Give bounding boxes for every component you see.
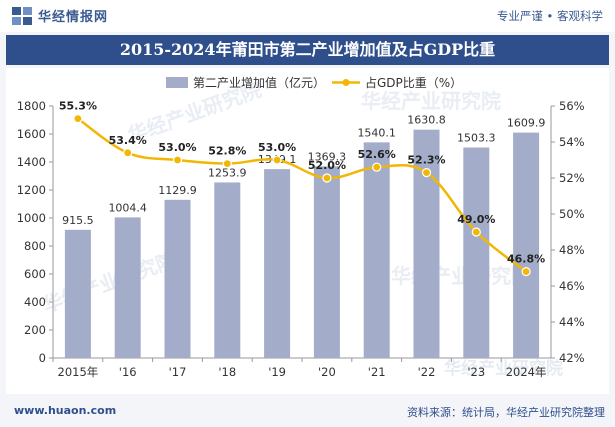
share-value-label: 52.3% bbox=[407, 154, 445, 167]
legend-bar-swatch bbox=[166, 77, 188, 88]
x-tick-label: '21 bbox=[368, 365, 386, 379]
bar bbox=[463, 147, 490, 358]
bar-value-label: 1004.4 bbox=[108, 201, 147, 214]
x-tick-label: 2015年 bbox=[58, 365, 99, 379]
share-value-label: 52.8% bbox=[208, 145, 246, 158]
x-tick-label: '18 bbox=[218, 365, 236, 379]
bar bbox=[313, 166, 340, 358]
y-right-tick-label: 46% bbox=[559, 279, 585, 293]
huajing-logo-icon bbox=[12, 7, 32, 25]
legend-label: 第二产业增加值（亿元） bbox=[193, 75, 325, 90]
y-left-tick-label: 400 bbox=[24, 295, 46, 309]
share-point bbox=[421, 167, 432, 178]
share-point bbox=[521, 267, 531, 277]
bar bbox=[114, 217, 141, 358]
y-left-tick-label: 1200 bbox=[17, 183, 46, 197]
top-bar: 华经情报网 专业严谨 • 客观科学 bbox=[0, 0, 615, 32]
share-value-label: 52.0% bbox=[308, 159, 346, 172]
bar-value-label: 1630.8 bbox=[407, 114, 446, 127]
share-value-label: 53.4% bbox=[109, 134, 147, 147]
footer-source: 资料来源：统计局，华经产业研究院整理 bbox=[407, 406, 605, 419]
bar bbox=[513, 132, 540, 358]
share-point bbox=[172, 155, 183, 165]
bar bbox=[164, 199, 191, 358]
y-left-tick-label: 200 bbox=[24, 323, 46, 337]
bar-value-label: 1369.3 bbox=[308, 150, 347, 163]
share-value-label: 55.3% bbox=[59, 100, 97, 113]
y-left-tick-label: 1400 bbox=[17, 155, 46, 169]
x-tick-label: '17 bbox=[169, 365, 187, 379]
bar-value-label: 1540.1 bbox=[357, 126, 396, 139]
bar bbox=[363, 142, 390, 358]
watermark-text: 华经产业研究院 bbox=[444, 358, 563, 379]
bar-value-label: 1503.3 bbox=[457, 132, 496, 145]
y-right-tick-label: 48% bbox=[559, 243, 585, 257]
bar bbox=[264, 169, 291, 358]
legend-label: 占GDP比重（%） bbox=[365, 75, 462, 90]
y-left-tick-label: 1000 bbox=[17, 211, 46, 225]
x-tick-label: 2024年 bbox=[506, 365, 547, 379]
share-point bbox=[471, 227, 481, 237]
y-left-tick-label: 1600 bbox=[17, 127, 46, 141]
y-left-tick-label: 0 bbox=[39, 351, 46, 365]
x-tick-label: '23 bbox=[467, 365, 485, 379]
share-value-label: 52.6% bbox=[358, 148, 396, 161]
share-value-label: 49.0% bbox=[457, 213, 495, 226]
share-point bbox=[272, 155, 282, 165]
y-right-tick-label: 54% bbox=[559, 135, 585, 149]
share-value-label: 53.0% bbox=[258, 141, 296, 154]
bar-value-label: 1129.9 bbox=[158, 184, 197, 197]
x-tick-label: '16 bbox=[119, 365, 137, 379]
legend-line-marker bbox=[342, 79, 350, 86]
bar bbox=[64, 229, 91, 358]
share-line bbox=[77, 117, 527, 273]
share-point bbox=[372, 162, 382, 172]
x-tick-label: '22 bbox=[418, 365, 436, 379]
y-right-tick-label: 52% bbox=[559, 171, 585, 185]
share-value-label: 46.8% bbox=[507, 253, 545, 266]
title-bar: 2015-2024年莆田市第二产业增加值及占GDP比重 bbox=[6, 35, 609, 65]
y-right-tick-label: 56% bbox=[559, 99, 585, 113]
share-point bbox=[123, 148, 133, 158]
y-left-tick-label: 800 bbox=[24, 239, 46, 253]
x-tick-label: '20 bbox=[318, 365, 336, 379]
y-right-tick-label: 42% bbox=[559, 351, 585, 365]
chart-title: 2015-2024年莆田市第二产业增加值及占GDP比重 bbox=[119, 40, 496, 59]
x-tick-label: '19 bbox=[268, 365, 286, 379]
y-left-tick-label: 600 bbox=[24, 267, 46, 281]
bar bbox=[214, 182, 241, 358]
y-right-tick-label: 44% bbox=[559, 315, 585, 329]
chart-area: 华经产业研究院 华经产业研究院 华经产业研究院 华经产业研究院 华经产业研究院 第二产业增… bbox=[6, 68, 609, 394]
y-left-tick-label: 1800 bbox=[17, 99, 46, 113]
bar-value-label: 1609.9 bbox=[507, 117, 546, 130]
watermark-text: 华经产业研究院 bbox=[361, 89, 501, 113]
bar-value-label: 915.5 bbox=[62, 214, 94, 227]
share-point bbox=[322, 173, 332, 183]
share-value-label: 53.0% bbox=[158, 141, 196, 154]
slogan: 专业严谨 • 客观科学 bbox=[496, 9, 603, 23]
y-right-tick-label: 50% bbox=[559, 207, 585, 221]
watermark-text: 华经产业研究院 bbox=[40, 247, 180, 317]
share-point bbox=[222, 158, 232, 169]
footer-url[interactable]: www.huaon.com bbox=[14, 404, 117, 417]
site-name: 华经情报网 bbox=[38, 10, 109, 25]
bar-value-label: 1253.9 bbox=[208, 166, 247, 179]
share-point bbox=[73, 113, 83, 124]
watermark-text: 华经产业研究院 bbox=[391, 264, 531, 288]
